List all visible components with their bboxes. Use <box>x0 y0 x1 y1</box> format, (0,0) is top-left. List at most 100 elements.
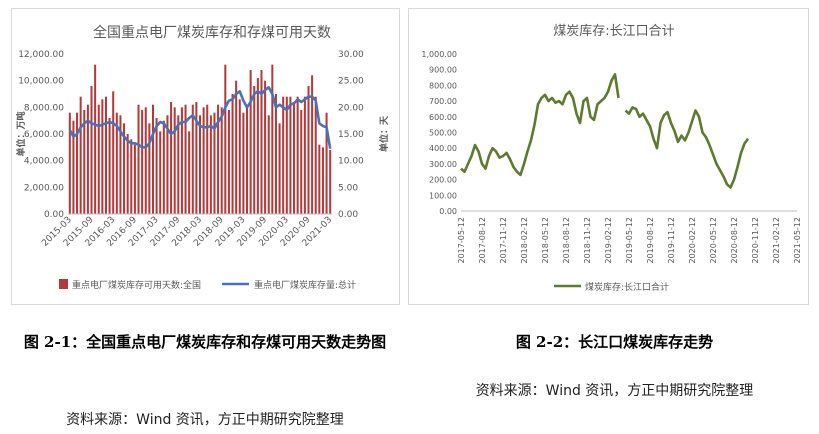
chart-1-bar <box>148 123 151 214</box>
chart-1-legend-bar-swatch <box>59 279 68 289</box>
chart-1-bar <box>202 107 205 214</box>
chart-1-bar <box>170 102 173 214</box>
chart-2-line-series <box>460 73 620 177</box>
chart-1-bar <box>188 131 191 214</box>
chart-2-y-tick-label: 200.00 <box>429 176 457 185</box>
chart-1-bar <box>191 104 194 214</box>
chart-1-bar <box>314 96 317 214</box>
chart-1-legend-bar-label: 重点电厂煤炭库存可用天数:全国 <box>72 279 201 291</box>
chart-1-bar <box>253 86 256 214</box>
chart-1-bar <box>227 110 230 214</box>
figure-caption-2: 图 2-2：长江口煤炭库存走势 <box>410 330 819 354</box>
chart-1-title: 全国重点电厂煤炭库存和存煤可用天数 <box>93 24 331 41</box>
chart-1-bar <box>321 147 324 214</box>
chart-2-y-tick-label: 900.00 <box>429 66 457 75</box>
chart-1-bar <box>101 99 104 214</box>
chart-1-bar <box>325 112 328 214</box>
chart-1-bar <box>180 107 183 214</box>
chart-1-bar <box>242 112 245 214</box>
chart-1-bar <box>79 96 82 214</box>
chart-1-y2-tick-label: 10.00 <box>338 157 364 167</box>
chart-1-bar <box>220 107 223 214</box>
chart-1-bar <box>72 120 75 214</box>
chart-2-svg: 煤炭库存:长江口合计 0.00 100.00 200.00 300.00 400.00 50… <box>421 23 802 293</box>
chart-1-y2-tick-label: 0.00 <box>338 210 358 220</box>
chart-1-bar <box>318 144 321 214</box>
chart-1-bar <box>90 86 93 214</box>
chart-1-bar <box>141 110 144 214</box>
caption-2-text: 图 2-2：长江口煤炭库存走势 <box>515 333 714 351</box>
chart-1-bar <box>303 96 306 214</box>
chart-1-bar <box>94 64 97 214</box>
chart-2-y-tick-label: 1,000.00 <box>421 50 457 59</box>
chart-1-y2-tick-label: 5.00 <box>338 183 358 193</box>
chart-1-bar <box>329 150 332 214</box>
chart-1-bar <box>119 115 122 214</box>
chart-1-bar <box>246 104 249 214</box>
chart-2-x-tick-label: 2019-05-12 <box>625 217 634 264</box>
chart-1-y2-tick-label: 25.00 <box>338 77 364 87</box>
chart-1-bar <box>133 144 136 214</box>
chart-2-line-series <box>624 106 750 189</box>
chart-1-bar <box>256 78 259 214</box>
chart-1-bar <box>260 70 263 214</box>
chart-1-bar <box>195 102 198 214</box>
chart-2-x-tick-label: 2018-11-12 <box>583 217 592 264</box>
figure-caption-1: 图 2-1：全国重点电厂煤炭库存和存煤可用天数走势图 <box>0 330 410 354</box>
chart-1-bar <box>184 104 187 214</box>
chart-1-bar <box>238 99 241 214</box>
chart-1-bar <box>213 112 216 214</box>
caption-1-text: 图 2-1：全国重点电厂煤炭库存和存煤可用天数走势图 <box>23 333 387 351</box>
chart-1-bar <box>307 86 310 214</box>
chart-1-bar <box>112 91 115 214</box>
chart-1-bar <box>144 107 147 214</box>
chart-1-y-tick-label: 6,000.00 <box>24 130 64 140</box>
chart-2-x-tick-label: 2018-05-12 <box>541 217 550 264</box>
chart-1-y2-axis-label: 单位：天 <box>378 115 390 152</box>
chart-1-bar <box>235 80 238 214</box>
chart-2-x-tick-label: 2017-11-12 <box>499 217 508 264</box>
chart-1-y-tick-label: 0.00 <box>44 210 64 220</box>
chart-1-y-axis-label: 单位：万吨 <box>15 111 27 156</box>
chart-1-bar <box>285 96 288 214</box>
chart-1-y-tick-label: 4,000.00 <box>24 157 64 167</box>
chart-1-bar <box>104 96 107 214</box>
chart-1-y-tick-label: 2,000.00 <box>24 183 64 193</box>
chart-2-y-tick-label: 600.00 <box>429 113 457 122</box>
chart-1-bar <box>115 112 118 214</box>
chart-1-bar <box>274 94 277 214</box>
chart-2-y-tick-label: 400.00 <box>429 144 457 153</box>
chart-1-bar <box>198 115 202 214</box>
chart-1-bar <box>267 115 270 214</box>
chart-1-bar <box>300 110 303 214</box>
chart-1-line-series <box>68 86 332 149</box>
chart-2-x-tick-label: 2018-08-12 <box>562 217 571 264</box>
chart-2-x-tick-label: 2020-05-12 <box>709 217 718 264</box>
chart-1-bar <box>162 120 165 214</box>
chart-1-bar <box>231 94 234 214</box>
chart-panel-2: 煤炭库存:长江口合计 0.00 100.00 200.00 300.00 400.00 50… <box>408 8 809 305</box>
chart-2-x-tick-label: 2017-05-12 <box>457 217 466 264</box>
chart-1-y-tick-label: 10,000.00 <box>18 77 64 87</box>
chart-2-x-tick-label: 2019-02-12 <box>604 217 613 264</box>
chart-1-bar <box>155 118 158 214</box>
chart-2-x-tick-label: 2017-08-12 <box>478 217 487 264</box>
chart-1-bar <box>97 104 100 214</box>
chart-1-bar <box>86 104 89 214</box>
source-note-2: 资料来源：Wind 资讯，方正中期研究院整理 <box>475 383 754 399</box>
chart-panel-1: 全国重点电厂煤炭库存和存煤可用天数 0.00 2,000.00 4,000.00 6,0… <box>11 8 400 305</box>
chart-1-bar <box>289 96 292 214</box>
chart-2-y-tick-label: 100.00 <box>429 191 457 200</box>
chart-1-bar <box>137 104 140 214</box>
chart-2-title: 煤炭库存:长江口合计 <box>553 23 674 39</box>
chart-1-y2-tick-label: 20.00 <box>338 103 364 113</box>
chart-2-x-tick-label: 2020-11-12 <box>751 217 760 264</box>
chart-1-bar <box>249 70 252 214</box>
chart-1-bar <box>126 134 129 214</box>
chart-1-bar <box>206 104 209 214</box>
chart-2-x-tick-label: 2019-08-12 <box>646 217 655 264</box>
chart-2-x-tick-label: 2018-02-12 <box>520 217 529 264</box>
chart-2-x-tick-label: 2019-11-12 <box>667 217 676 264</box>
chart-2-y-tick-label: 0.00 <box>439 207 457 216</box>
chart-2-y-tick-label: 700.00 <box>429 97 457 106</box>
